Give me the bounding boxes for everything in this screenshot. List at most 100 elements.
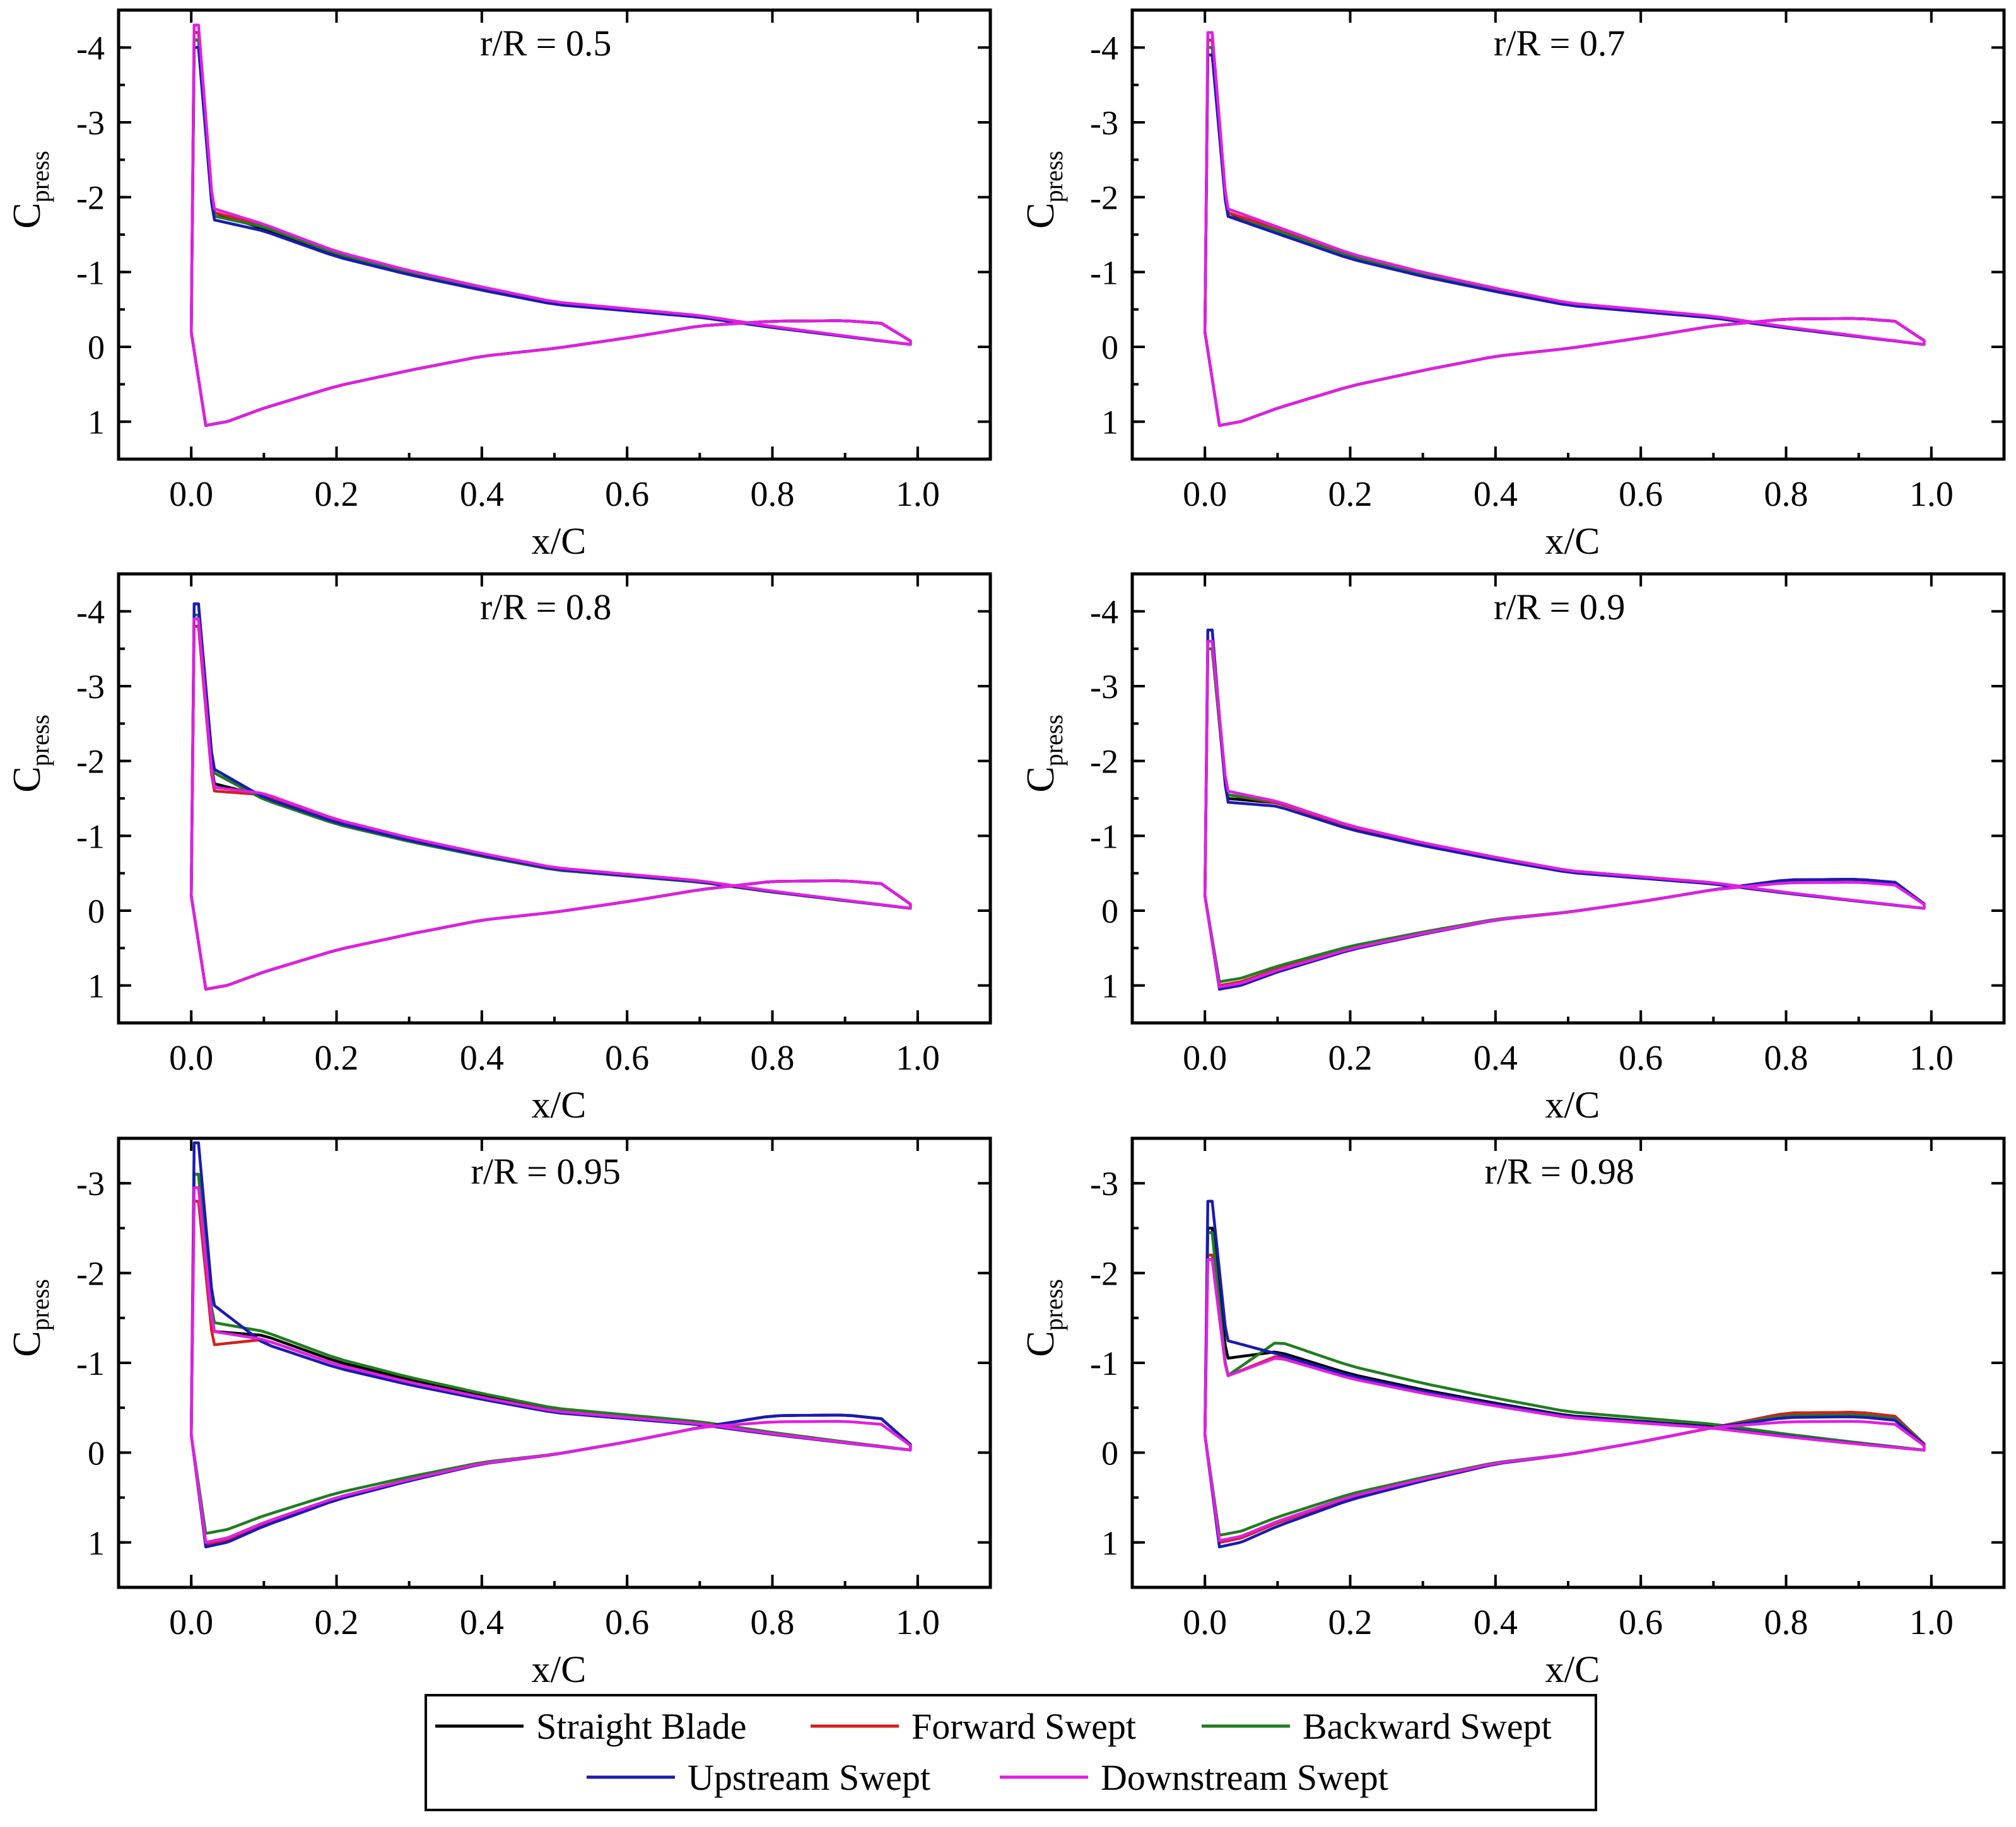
series-line-forward bbox=[189, 624, 912, 991]
y-tick-label: -4 bbox=[76, 29, 105, 67]
x-tick-label: 0.4 bbox=[1474, 1039, 1518, 1078]
x-axis-label: x/C bbox=[1545, 1649, 1600, 1690]
plot-frame bbox=[117, 8, 992, 461]
y-tick-label: -4 bbox=[76, 593, 105, 631]
series-line-downstream bbox=[1203, 1258, 1926, 1543]
y-tick-label: -3 bbox=[1090, 104, 1118, 142]
chart-panel: 0.0 0.2 0.4 0.6 0.8 1.0 -4 -3 -2 -1 0 1 x/C Cpress r/R… bbox=[1019, 8, 2006, 562]
chart-panel: 0.0 0.2 0.4 0.6 0.8 1.0 -3 -2 -1 0 1 x/C Cpress r/R =… bbox=[6, 1136, 992, 1690]
x-tick-label: 1.0 bbox=[896, 475, 940, 514]
y-tick-label: -2 bbox=[1090, 1255, 1118, 1293]
x-tick-label: 0.8 bbox=[751, 475, 795, 514]
series-line-upstream bbox=[1203, 628, 1926, 991]
y-axis-label: Cpress bbox=[1019, 151, 1068, 229]
y-tick-label: 1 bbox=[1101, 404, 1118, 441]
y-tick-label: -1 bbox=[1090, 1345, 1118, 1382]
x-tick-label: 0.6 bbox=[1619, 475, 1663, 514]
series-line-forward bbox=[1203, 1253, 1926, 1544]
legend-label-backward: Backward Swept bbox=[1303, 1706, 1552, 1747]
y-tick-label: 1 bbox=[88, 404, 105, 441]
series-line-straight bbox=[189, 1172, 912, 1544]
y-tick-label: 1 bbox=[1101, 1524, 1118, 1562]
y-tick-label: 0 bbox=[88, 329, 105, 366]
y-tick-label: 1 bbox=[1101, 967, 1118, 1005]
y-axis-label: Cpress bbox=[1019, 715, 1068, 793]
y-tick-label: -4 bbox=[1090, 29, 1118, 67]
x-tick-label: 0.0 bbox=[1183, 1039, 1227, 1078]
legend: Straight Blade Forward Swept Backward Swep… bbox=[425, 1694, 1597, 1811]
series-line-downstream bbox=[189, 23, 912, 427]
x-tick-label: 0.8 bbox=[1764, 1603, 1808, 1642]
x-tick-label: 0.4 bbox=[1474, 1603, 1518, 1642]
y-tick-label: -3 bbox=[76, 104, 105, 142]
y-tick-label: -1 bbox=[76, 254, 105, 291]
x-tick-label: 1.0 bbox=[1909, 1039, 1954, 1078]
chart-panel: 0.0 0.2 0.4 0.6 0.8 1.0 -4 -3 -2 -1 0 1 x/C Cpress r/R… bbox=[1019, 572, 2006, 1126]
y-tick-label: 1 bbox=[88, 967, 105, 1005]
y-tick-label: -2 bbox=[76, 743, 105, 781]
series-line-forward bbox=[189, 31, 912, 427]
x-tick-label: 0.6 bbox=[1619, 1603, 1663, 1642]
series-line-backward bbox=[1203, 1231, 1926, 1537]
series-line-forward bbox=[1203, 38, 1926, 427]
x-tick-label: 0.6 bbox=[605, 1603, 649, 1642]
x-tick-label: 0.4 bbox=[460, 1603, 504, 1642]
y-tick-label: -3 bbox=[76, 668, 105, 706]
plot-frame bbox=[117, 572, 992, 1025]
x-tick-label: 0.4 bbox=[1474, 475, 1518, 514]
series-line-backward bbox=[189, 614, 912, 991]
y-tick-label: -2 bbox=[1090, 179, 1118, 217]
panel-title: r/R = 0.7 bbox=[1494, 23, 1625, 64]
x-tick-label: 1.0 bbox=[896, 1603, 940, 1642]
y-tick-label: -1 bbox=[76, 817, 105, 855]
y-tick-label: 0 bbox=[1101, 892, 1118, 930]
x-axis-label: x/C bbox=[532, 1649, 587, 1690]
y-tick-label: -2 bbox=[76, 179, 105, 217]
series-line-downstream bbox=[1203, 639, 1926, 989]
series-line-upstream bbox=[1203, 1200, 1926, 1549]
series-line-backward bbox=[189, 38, 912, 427]
y-axis-label: Cpress bbox=[6, 715, 54, 793]
x-tick-label: 0.6 bbox=[1619, 1039, 1663, 1078]
x-tick-label: 0.2 bbox=[315, 475, 359, 514]
panel-title: r/R = 0.95 bbox=[471, 1151, 621, 1192]
y-tick-label: -1 bbox=[1090, 254, 1118, 291]
y-tick-label: -3 bbox=[1090, 668, 1118, 706]
x-tick-label: 0.0 bbox=[1183, 475, 1227, 514]
x-tick-label: 0.0 bbox=[1183, 1603, 1227, 1642]
x-tick-label: 0.2 bbox=[1328, 1603, 1373, 1642]
panel-title: r/R = 0.5 bbox=[480, 23, 611, 64]
panel-title: r/R = 0.8 bbox=[480, 587, 611, 627]
legend-label-straight: Straight Blade bbox=[536, 1706, 746, 1747]
x-tick-label: 0.4 bbox=[460, 1039, 504, 1078]
y-tick-label: -3 bbox=[1090, 1165, 1118, 1203]
chart-panel: 0.0 0.2 0.4 0.6 0.8 1.0 -4 -3 -2 -1 0 1 x/C Cpress r/R… bbox=[6, 8, 992, 562]
x-tick-label: 0.2 bbox=[315, 1039, 359, 1078]
series-line-downstream bbox=[189, 617, 912, 991]
series-line-downstream bbox=[189, 1186, 912, 1544]
x-tick-label: 0.2 bbox=[1328, 475, 1373, 514]
x-axis-label: x/C bbox=[532, 520, 587, 562]
series-line-straight bbox=[189, 38, 912, 427]
y-tick-label: 0 bbox=[88, 1434, 105, 1472]
y-tick-label: 0 bbox=[1101, 1434, 1118, 1472]
chart-panel: 0.0 0.2 0.4 0.6 0.8 1.0 -3 -2 -1 0 1 x/C Cpress r/R =… bbox=[1019, 1136, 2006, 1690]
x-tick-label: 0.2 bbox=[1328, 1039, 1373, 1078]
x-tick-label: 1.0 bbox=[1909, 1603, 1954, 1642]
x-axis-label: x/C bbox=[1545, 520, 1600, 562]
y-axis-label: Cpress bbox=[6, 151, 54, 229]
y-tick-label: -1 bbox=[76, 1345, 105, 1382]
x-tick-label: 0.8 bbox=[1764, 1039, 1808, 1078]
panel-title: r/R = 0.98 bbox=[1485, 1151, 1634, 1192]
y-tick-label: 0 bbox=[1101, 329, 1118, 366]
chart-panel: 0.0 0.2 0.4 0.6 0.8 1.0 -4 -3 -2 -1 0 1 x/C Cpress r/R… bbox=[6, 572, 992, 1126]
series-line-downstream bbox=[1203, 31, 1926, 427]
x-tick-label: 0.2 bbox=[315, 1603, 359, 1642]
y-tick-label: -3 bbox=[76, 1165, 105, 1203]
x-tick-label: 1.0 bbox=[896, 1039, 940, 1078]
x-tick-label: 0.0 bbox=[169, 475, 213, 514]
series-line-straight bbox=[1203, 46, 1926, 427]
legend-label-downstream: Downstream Swept bbox=[1101, 1757, 1388, 1798]
x-tick-label: 0.4 bbox=[460, 475, 504, 514]
